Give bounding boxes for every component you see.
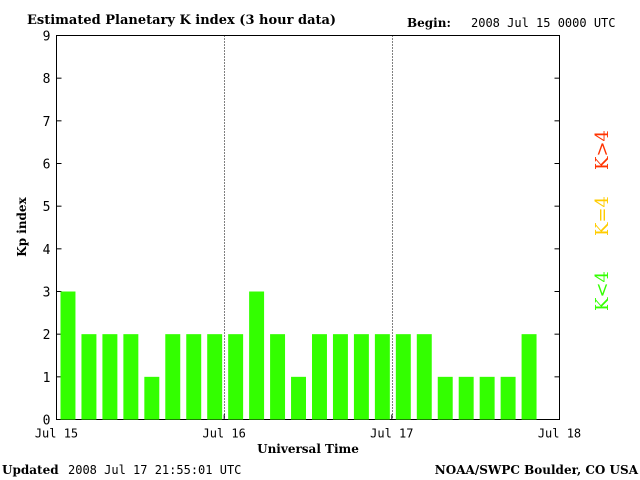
kp-bar [165,334,181,420]
begin-label: Begin: [407,16,451,30]
y-tick-label: 2 [43,328,51,343]
x-tick-label: Jul 15 [35,427,78,441]
kp-bar [60,291,76,420]
y-tick-label: 7 [43,115,51,130]
kp-bar [291,376,306,420]
kp-bar [437,376,453,420]
updated-label: Updated [2,463,59,477]
kp-bar [144,376,160,420]
kp-bar [500,376,516,420]
legend-mid: K=4 [592,196,613,236]
kp-bar [270,334,286,420]
bar-series [60,291,537,420]
y-tick-label: 0 [43,414,51,429]
kp-bar [521,334,537,420]
kp-bar [395,334,411,420]
y-tick-label: 6 [43,158,51,173]
kp-bar [312,334,327,420]
y-axis-title: Kp index [15,196,29,256]
kp-bar [374,334,390,420]
kp-bar [123,334,139,420]
legend-high: K>4 [592,130,613,170]
x-tick-label: Jul 18 [538,427,581,441]
kp-bar [228,334,244,420]
kp-bar [479,376,495,420]
kp-bar [332,334,348,420]
source-credit: NOAA/SWPC Boulder, CO USA [435,463,639,477]
chart-title: Estimated Planetary K index (3 hour data… [27,13,336,28]
y-tick-label: 3 [43,286,51,301]
kp-bar [249,291,265,420]
plot-area [56,35,560,420]
x-axis: Jul 15 Jul 16 Jul 17 Jul 18 [35,414,581,441]
x-axis-title: Universal Time [257,442,359,456]
day-dividers [224,35,393,420]
x-tick-label: Jul 16 [202,427,245,441]
kp-bar [353,334,369,420]
kp-bar [81,334,97,420]
y-axis: 0 1 2 3 4 5 6 7 8 9 [43,30,560,429]
y-tick-label: 4 [43,243,51,258]
kp-bar [186,334,202,420]
begin-value: 2008 Jul 15 0000 UTC [471,16,616,30]
kp-bar [416,334,432,420]
y-tick-label: 8 [43,72,51,87]
updated-value: 2008 Jul 17 21:55:01 UTC [68,463,241,477]
kp-bar [207,334,223,420]
legend-low: K<4 [592,271,613,311]
x-tick-label: Jul 17 [370,427,413,441]
y-tick-label: 5 [43,200,51,215]
kp-bar [102,334,118,420]
y-tick-label: 1 [43,371,51,386]
kp-bar [458,376,474,420]
y-tick-label: 9 [43,30,51,45]
